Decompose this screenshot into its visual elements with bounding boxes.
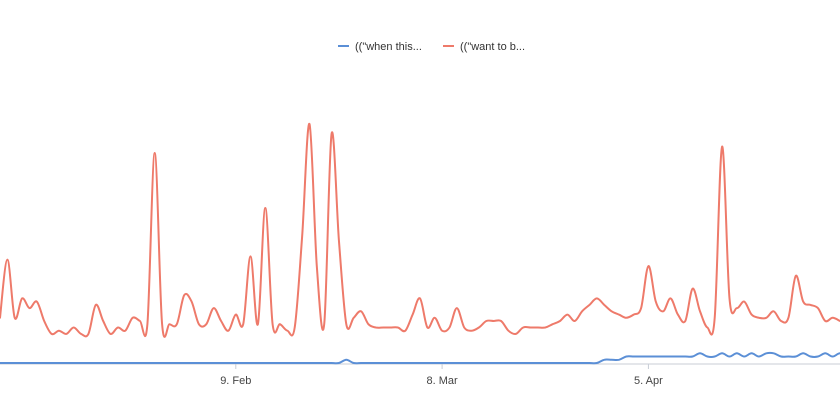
x-tick-label: 8. Mar xyxy=(427,375,459,387)
series-line-when-this[interactable] xyxy=(0,344,840,365)
legend-label-series-2: (("want to b... xyxy=(460,41,525,53)
legend-item-series-1[interactable]: (("when this... xyxy=(338,41,422,53)
x-tick-label: 5. Apr xyxy=(634,375,663,387)
legend-item-series-2[interactable]: (("want to b... xyxy=(443,41,525,53)
series-line-want-to-b[interactable] xyxy=(0,122,840,338)
legend-label-series-1: (("when this... xyxy=(355,41,422,53)
x-axis-ticks: 9. Feb 8. Mar 5. Apr xyxy=(220,364,663,387)
plot-area xyxy=(0,122,840,365)
x-tick-label: 9. Feb xyxy=(220,375,251,387)
legend: (("when this... (("want to b... xyxy=(338,41,525,53)
